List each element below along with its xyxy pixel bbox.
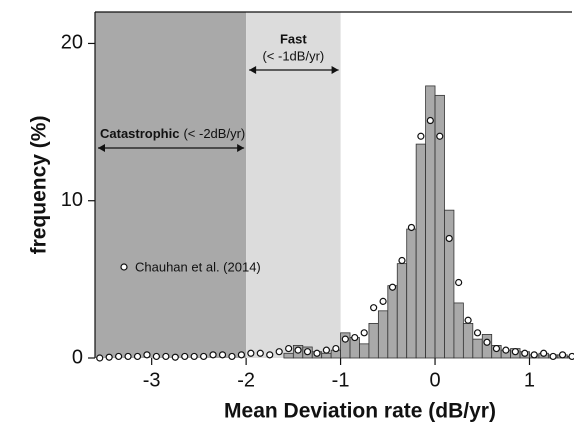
region <box>246 12 341 358</box>
bar <box>444 209 455 359</box>
x-tick-label: 0 <box>429 369 440 391</box>
bar <box>415 143 426 359</box>
bar <box>368 322 379 359</box>
point <box>455 278 463 287</box>
point <box>209 351 217 359</box>
point <box>360 329 368 337</box>
region-note: (< -2dB/yr) <box>183 126 245 141</box>
point <box>521 349 529 357</box>
point <box>426 116 434 125</box>
point <box>275 348 283 356</box>
point <box>322 346 331 354</box>
point <box>143 351 151 359</box>
bar <box>283 352 294 359</box>
point <box>483 338 491 346</box>
bar <box>387 285 398 359</box>
bar <box>472 338 483 359</box>
region-name: Fast <box>280 31 307 46</box>
x-tick-label: -3 <box>143 369 161 391</box>
point <box>549 352 557 361</box>
point <box>171 353 179 361</box>
point <box>228 352 236 361</box>
y-tick-label: 10 <box>61 189 83 211</box>
point <box>285 344 293 353</box>
region-note: (< -1dB/yr) <box>262 48 324 63</box>
bar <box>462 322 474 359</box>
bar <box>396 263 408 359</box>
point <box>379 297 387 305</box>
x-tick-label: 1 <box>524 369 535 391</box>
point <box>502 346 510 354</box>
point <box>407 223 416 232</box>
point <box>370 304 378 312</box>
bar <box>377 310 389 359</box>
point <box>511 348 519 356</box>
point <box>105 353 113 361</box>
point <box>294 346 302 354</box>
y-tick-label: 20 <box>61 32 83 54</box>
point <box>133 352 142 361</box>
plot <box>96 85 574 362</box>
point <box>558 351 567 359</box>
point <box>568 352 574 361</box>
bar <box>425 85 436 359</box>
point <box>266 351 274 359</box>
point <box>445 234 453 243</box>
x-axis-label: Mean Deviation rate (dB/yr) <box>224 400 496 423</box>
bar <box>453 302 464 359</box>
point <box>247 349 255 357</box>
point <box>152 352 160 361</box>
point <box>162 352 170 361</box>
bar <box>481 334 493 359</box>
point <box>332 344 340 353</box>
point <box>124 352 132 361</box>
point <box>436 132 444 140</box>
point <box>473 329 482 337</box>
point <box>313 349 321 357</box>
point <box>417 132 425 140</box>
regions: Catastrophic (< -2dB/yr) Fast (< -1dB/yr) <box>95 12 341 358</box>
point <box>530 351 538 359</box>
point <box>181 352 189 361</box>
point <box>492 344 501 353</box>
bar <box>406 228 417 359</box>
point <box>200 352 208 361</box>
point <box>190 352 198 361</box>
point <box>115 352 123 361</box>
bar <box>359 343 370 359</box>
region-name: Catastrophic <box>100 126 179 141</box>
x-tick-label: -2 <box>237 369 255 391</box>
y-axis-label: frequency (%) <box>28 116 51 255</box>
point <box>351 333 359 342</box>
x-tick-label: -1 <box>332 369 350 391</box>
legend-label: Chauhan et al. (2014) <box>135 259 261 274</box>
point <box>341 335 349 343</box>
region-label: Catastrophic (< -2dB/yr) <box>100 126 245 141</box>
point <box>237 351 246 359</box>
legend-marker <box>120 263 128 271</box>
bar <box>321 352 332 359</box>
point <box>388 283 397 291</box>
point <box>398 256 406 265</box>
region <box>95 12 247 358</box>
point <box>540 349 548 357</box>
y-tick-label: 0 <box>72 346 83 368</box>
point <box>96 354 104 362</box>
point <box>218 351 227 359</box>
point <box>303 348 312 356</box>
point <box>464 316 472 324</box>
point <box>256 349 264 357</box>
